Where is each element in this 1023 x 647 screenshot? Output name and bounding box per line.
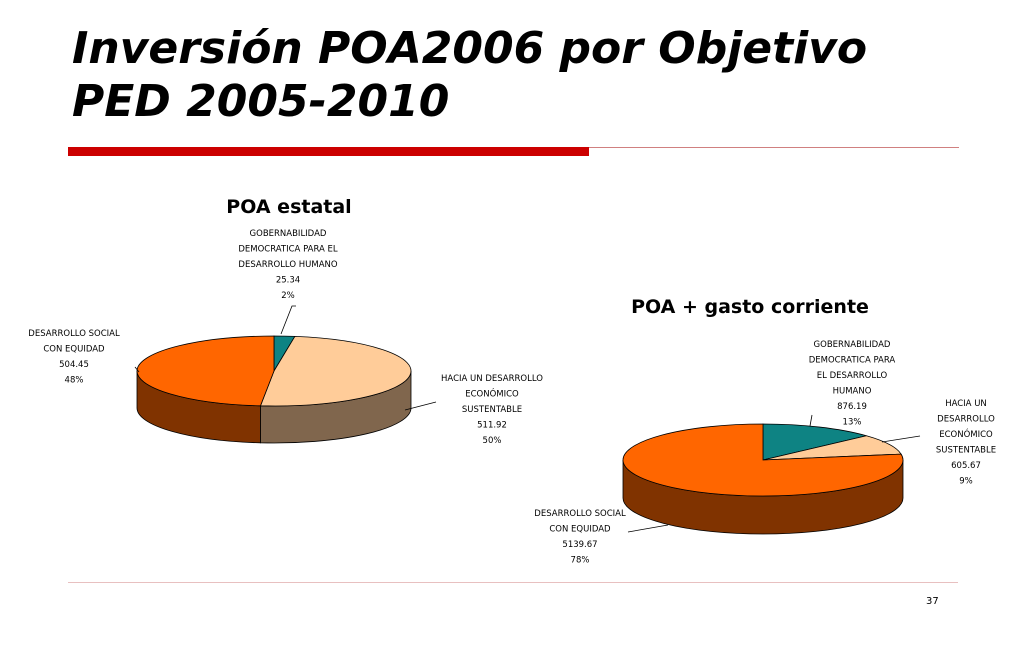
pie-slice — [762, 435, 902, 461]
slice-label: DESARROLLO SOCIAL CON EQUIDAD 5139.67 78% — [534, 509, 626, 566]
slice-label-line: HACIA UN DESARROLLO — [441, 374, 543, 384]
slide-title-line-2: PED 2005-2010 — [72, 76, 450, 127]
footer-rule — [68, 582, 958, 583]
slice-percent: 50% — [483, 436, 502, 446]
slide-title-line-1: Inversión POA2006 por Objetivo — [72, 23, 868, 74]
slice-label-line: SUSTENTABLE — [462, 405, 522, 415]
slice-label-line: HACIA UN — [945, 399, 987, 409]
slice-value: 504.45 — [59, 360, 89, 370]
page-number: 37 — [926, 596, 939, 607]
leader-line — [280, 305, 296, 335]
slice-percent: 2% — [281, 291, 295, 301]
slice-label-line: DEMOCRATICA PARA EL — [238, 245, 338, 255]
leader-line — [809, 414, 813, 427]
slice-label-line: GOBERNABILIDAD — [250, 229, 327, 239]
slice-percent: 78% — [571, 556, 590, 566]
slice-label-line: DESARROLLO HUMANO — [238, 260, 337, 270]
slice-label-line: ECONÓMICO — [939, 428, 993, 440]
slice-label-line: DEMOCRATICA PARA — [809, 356, 896, 366]
slice-value: 5139.67 — [562, 540, 597, 550]
slice-label-line: DESARROLLO SOCIAL — [28, 329, 120, 339]
slide-title: Inversión POA2006 por Objetivo PED 2005-… — [72, 22, 867, 128]
slice-value: 25.34 — [276, 276, 300, 286]
chart-title: POA + gasto corriente — [631, 296, 869, 318]
leader-line — [627, 524, 669, 533]
slice-label-line: GOBERNABILIDAD — [814, 340, 891, 350]
pie-slice — [622, 423, 904, 497]
slice-percent: 9% — [959, 477, 973, 487]
slice-label-line: DESARROLLO — [937, 415, 995, 425]
slice-value: 605.67 — [951, 461, 981, 471]
slice-value: 876.19 — [837, 402, 867, 412]
slice-label: HACIA UN DESARROLLO ECONÓMICO SUSTENTABLE 60… — [936, 399, 996, 487]
title-underline-thick — [68, 147, 589, 156]
pie-slice — [259, 335, 412, 407]
slice-label-line: CON EQUIDAD — [43, 345, 105, 355]
pie-chart-2: POA + gasto corriente GOBERNABILIDAD DEMOC… — [534, 296, 996, 566]
slice-label-line: ECONÓMICO — [465, 388, 519, 400]
slice-percent: 13% — [843, 418, 862, 428]
slice-label-line: SUSTENTABLE — [936, 446, 996, 456]
slice-percent: 48% — [65, 376, 84, 386]
slice-label: GOBERNABILIDAD DEMOCRATICA PARA EL DESARRO… — [809, 340, 896, 428]
pie-slice — [762, 423, 867, 461]
slice-value: 511.92 — [477, 421, 507, 431]
pie-chart-1: POA estatal GOBERNABILIDAD DEMOCRATICA PAR… — [28, 196, 543, 446]
slice-label-line: EL DESARROLLO — [817, 371, 888, 381]
leader-line — [404, 401, 437, 411]
leader-line — [881, 435, 921, 443]
slice-label: DESARROLLO SOCIAL CON EQUIDAD 504.45 48% — [28, 329, 120, 386]
slice-label: HACIA UN DESARROLLO ECONÓMICO SUSTENTABLE 5… — [441, 374, 543, 446]
slice-label: GOBERNABILIDAD DEMOCRATICA PARA EL DESARRO… — [238, 229, 338, 301]
title-underline-thin — [589, 147, 959, 148]
slice-label-line: HUMANO — [833, 387, 872, 397]
slice-label-line: CON EQUIDAD — [549, 525, 611, 535]
chart-title: POA estatal — [226, 196, 351, 218]
slice-label-line: DESARROLLO SOCIAL — [534, 509, 626, 519]
leader-line — [134, 366, 140, 373]
